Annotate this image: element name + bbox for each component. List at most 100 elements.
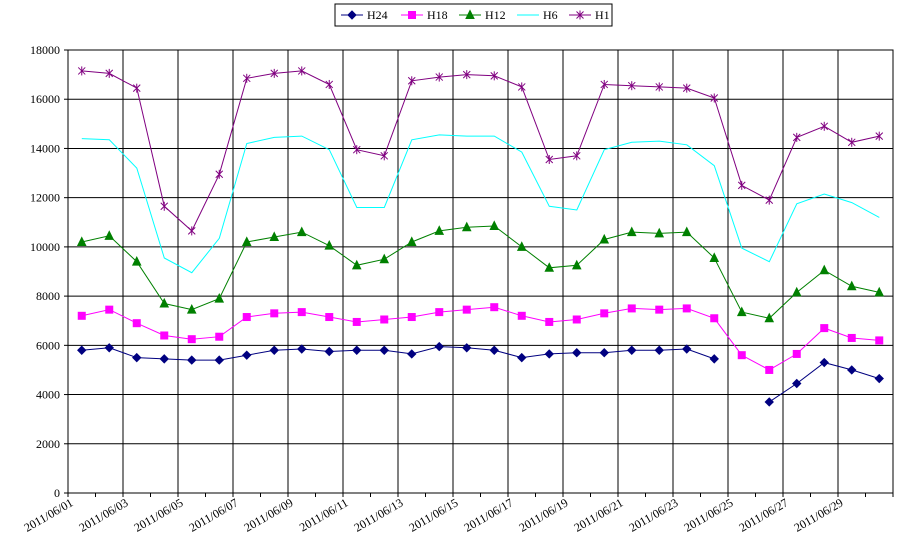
legend: H24 H18 H12 H6 H1 xyxy=(334,3,613,27)
series-h12 xyxy=(76,220,885,323)
data-point-h12 xyxy=(406,236,417,246)
y-tick-label: 6000 xyxy=(36,338,60,352)
data-point-h12 xyxy=(516,241,527,251)
data-point-h18 xyxy=(407,313,416,322)
legend-item-h6: H6 xyxy=(517,8,558,22)
data-point-h12 xyxy=(159,297,170,308)
data-point-h18 xyxy=(820,324,829,333)
data-point-h24 xyxy=(874,373,884,384)
data-point-h18 xyxy=(325,313,334,322)
series-layer xyxy=(76,66,885,407)
data-point-h24 xyxy=(682,344,692,354)
y-tick-label: 10000 xyxy=(30,240,60,254)
data-point-h18 xyxy=(545,317,554,326)
series-line-h12 xyxy=(81,225,880,319)
series-h1 xyxy=(77,66,884,236)
data-point-h18 xyxy=(242,313,251,322)
data-point-h1 xyxy=(105,68,114,78)
data-point-h1 xyxy=(572,151,581,161)
data-point-h24 xyxy=(434,341,444,352)
data-point-h18 xyxy=(352,317,361,326)
data-point-h1 xyxy=(215,169,224,179)
data-point-h1 xyxy=(545,155,554,165)
legend-label-h1: H1 xyxy=(595,8,610,22)
data-point-h1 xyxy=(325,79,334,89)
data-point-h24 xyxy=(297,344,307,354)
y-tick-label: 14000 xyxy=(30,141,60,155)
data-point-h24 xyxy=(77,345,87,355)
data-point-h24 xyxy=(462,343,472,353)
legend-marker-h18 xyxy=(408,11,416,19)
legend-marker-h12 xyxy=(465,9,475,19)
data-point-h24 xyxy=(379,345,389,355)
legend-item-h18: H18 xyxy=(401,8,448,22)
data-point-h12 xyxy=(654,227,665,238)
data-point-h1 xyxy=(737,180,746,190)
data-point-h18 xyxy=(187,335,196,344)
x-tick-label: 2011/06/11 xyxy=(297,495,351,534)
data-point-h12 xyxy=(846,280,857,291)
data-point-h24 xyxy=(792,378,802,389)
data-point-h1 xyxy=(435,72,444,82)
x-tick-label: 2011/06/07 xyxy=(187,495,241,534)
data-point-h1 xyxy=(160,201,169,211)
y-tick-label: 8000 xyxy=(36,289,60,303)
data-point-h24 xyxy=(654,345,664,355)
x-tick-label: 2011/06/23 xyxy=(627,495,681,534)
legend-label-h24: H24 xyxy=(367,8,388,22)
data-point-h12 xyxy=(571,259,582,270)
data-point-h24 xyxy=(489,345,499,355)
data-point-h12 xyxy=(186,304,197,314)
data-point-h18 xyxy=(655,305,664,314)
y-axis: 0 2000 4000 6000 8000 10000 12000 14000 16000 180… xyxy=(30,43,68,500)
x-tick-label: 2011/06/13 xyxy=(352,495,406,534)
data-point-h24 xyxy=(517,352,527,363)
y-tick-label: 18000 xyxy=(30,43,60,57)
data-point-h12 xyxy=(296,226,307,237)
data-point-h1 xyxy=(270,68,279,78)
data-point-h24 xyxy=(544,349,554,359)
data-point-h1 xyxy=(875,131,884,141)
series-h6 xyxy=(81,134,880,274)
x-tick-label: 2011/06/03 xyxy=(77,495,131,534)
data-point-h1 xyxy=(792,132,801,142)
data-point-h1 xyxy=(490,71,499,81)
data-point-h12 xyxy=(709,252,720,262)
data-point-h12 xyxy=(461,221,472,232)
data-point-h18 xyxy=(847,333,856,342)
legend-item-h1: H1 xyxy=(569,8,610,22)
data-point-h18 xyxy=(132,319,141,328)
data-point-h12 xyxy=(379,253,390,264)
x-tick-label: 2011/06/27 xyxy=(737,495,791,534)
data-point-h24 xyxy=(187,355,197,365)
data-point-h18 xyxy=(517,311,526,320)
series-h18 xyxy=(77,303,884,374)
series-line-h18 xyxy=(81,306,880,371)
data-point-h12 xyxy=(681,226,692,237)
plot-area xyxy=(67,49,894,494)
data-point-h24 xyxy=(709,354,719,364)
data-point-h24 xyxy=(159,354,169,364)
data-point-h1 xyxy=(600,79,609,89)
data-point-h1 xyxy=(380,151,389,161)
x-tick-label: 2011/06/15 xyxy=(407,495,461,534)
data-point-h18 xyxy=(160,331,169,340)
x-tick-label: 2011/06/19 xyxy=(517,495,571,534)
data-point-h12 xyxy=(626,226,637,237)
data-point-h24 xyxy=(627,345,637,355)
data-point-h18 xyxy=(765,365,774,374)
x-axis: 2011/06/01 2011/06/03 2011/06/05 2011/06/07… xyxy=(22,493,894,535)
y-tick-label: 4000 xyxy=(36,388,60,402)
data-point-h18 xyxy=(297,308,306,317)
data-point-h24 xyxy=(104,343,114,353)
data-point-h12 xyxy=(434,225,445,235)
x-tick-label: 2011/06/01 xyxy=(22,495,76,534)
data-point-h1 xyxy=(297,66,306,76)
data-point-h18 xyxy=(737,351,746,360)
x-tick-label: 2011/06/17 xyxy=(462,495,516,534)
data-point-h24 xyxy=(764,397,774,407)
data-point-h1 xyxy=(765,195,774,205)
x-tick-label: 2011/06/25 xyxy=(682,495,736,534)
data-point-h12 xyxy=(874,286,885,297)
data-point-h18 xyxy=(627,304,636,313)
